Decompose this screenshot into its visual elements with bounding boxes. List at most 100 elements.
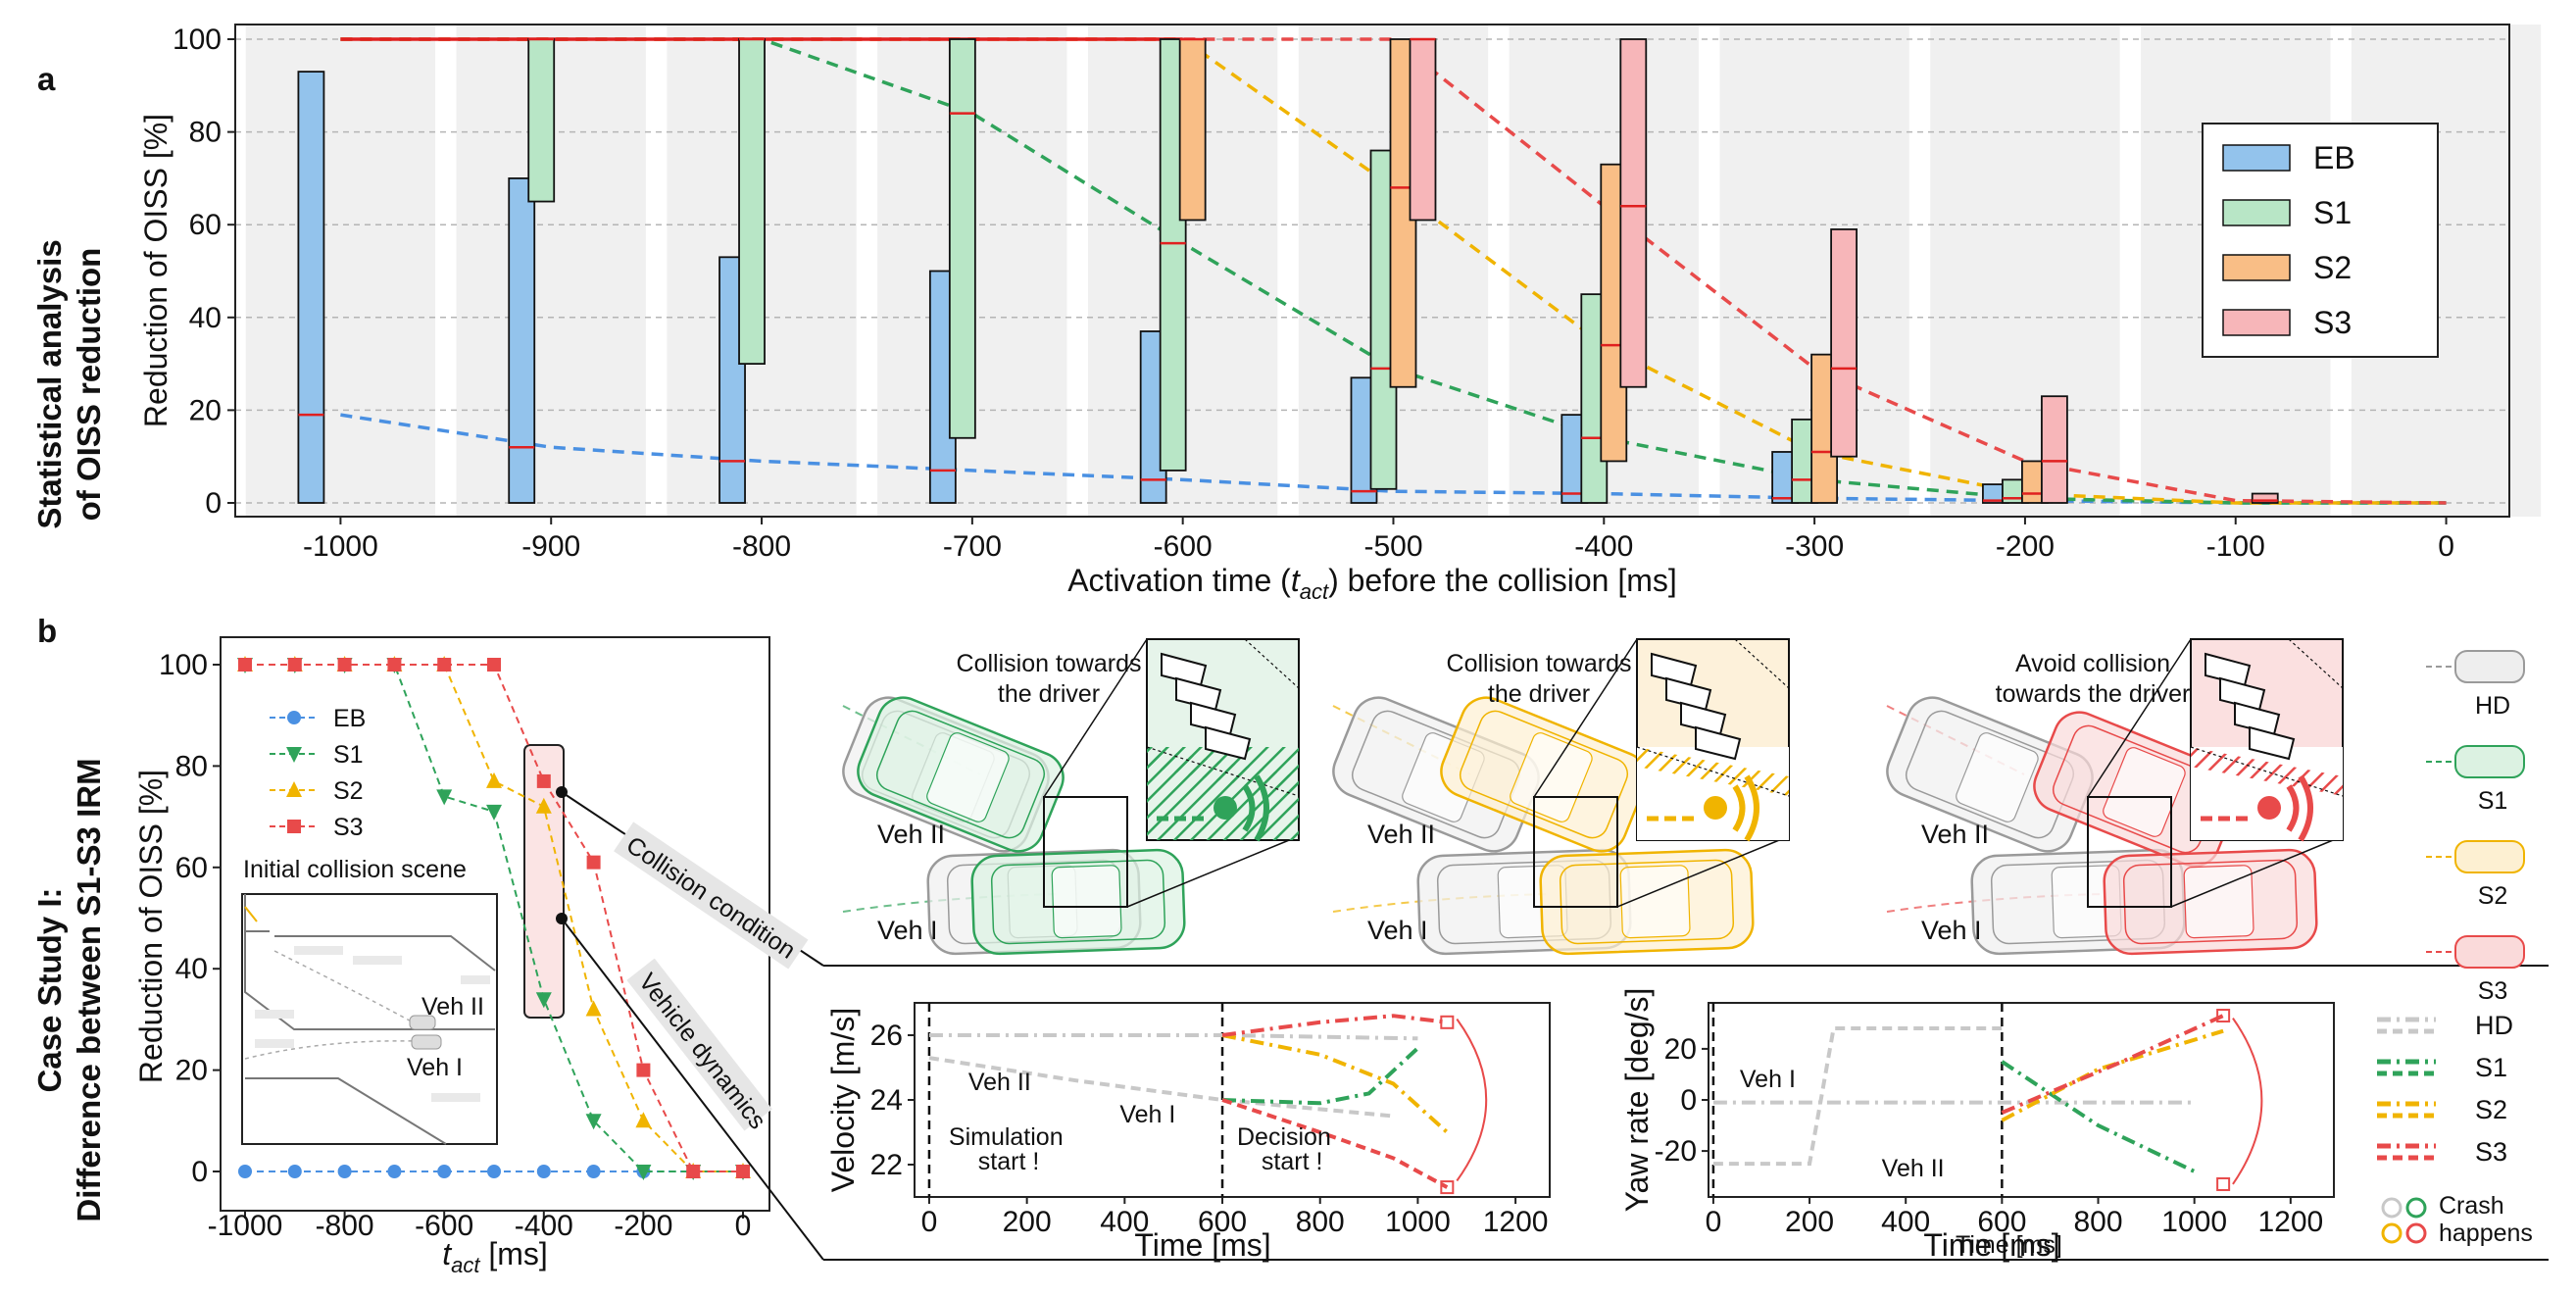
series-veh-i-hd- xyxy=(928,1056,1394,1119)
panel-a-side-label-2: of OISS reduction xyxy=(71,248,107,522)
x-tick-label: -1000 xyxy=(208,1210,283,1242)
annotation-sim: Simulation xyxy=(949,1123,1064,1151)
hd-car-veh2-roof xyxy=(1956,732,2039,822)
crash-arc xyxy=(2232,1018,2263,1185)
y-tick-label: 80 xyxy=(175,750,208,782)
panel-a-xlabel-post: ) before the collision [ms] xyxy=(1328,563,1677,598)
x-tick-label: -400 xyxy=(1574,530,1633,563)
marker-eb xyxy=(437,1165,452,1178)
marker-s1 xyxy=(585,1114,602,1130)
y-tick-label: 40 xyxy=(189,302,222,334)
legend-label-eb: EB xyxy=(2313,140,2355,175)
side-legend-label: HD xyxy=(2475,692,2510,720)
detail-edge xyxy=(2288,638,2344,689)
strategy-car-veh1 xyxy=(2103,848,2318,956)
marker-eb xyxy=(536,1165,551,1178)
panel-b-xlabel-sub: act xyxy=(451,1253,480,1277)
legend-swatch-s1 xyxy=(2222,199,2291,226)
marker-s3 xyxy=(586,855,601,870)
panel-a-xlabel-var: t xyxy=(1291,563,1301,598)
dyn-legend-hd: HD xyxy=(2475,1011,2513,1040)
scene-2: Collision towards the driver Veh II Veh I xyxy=(1332,638,1790,956)
strategy-car-veh2 xyxy=(857,696,1065,853)
detail-edge xyxy=(1244,638,1300,689)
x-tick-label: -200 xyxy=(1996,530,2055,563)
end-marker xyxy=(1440,1180,1455,1195)
x-tick-label: 600 xyxy=(1198,1206,1247,1238)
legend-label-s3: S3 xyxy=(333,814,364,841)
inset-collision-scene: Initial collision scene Veh II Veh I xyxy=(241,856,498,1145)
x-tick-label: 1000 xyxy=(2161,1206,2227,1238)
bar-s3 xyxy=(2251,492,2279,504)
marker-s3 xyxy=(487,658,501,672)
marker-s1 xyxy=(436,789,453,806)
y-tick-label: 20 xyxy=(189,394,222,426)
x-tick-label: 400 xyxy=(1881,1206,1930,1238)
driver-head xyxy=(1214,796,1237,820)
panel-b-xlabel: tact [ms] xyxy=(442,1236,548,1277)
annotation-veh2: Veh II xyxy=(968,1069,1031,1096)
legend-marker-s3 xyxy=(287,820,301,833)
end-marker xyxy=(1440,1015,1455,1029)
series-s3 xyxy=(2001,1014,2224,1115)
panel-b: b Case Study I: Difference between S1-S3… xyxy=(31,613,2549,1277)
end-marker xyxy=(2216,1009,2231,1023)
y-axis-label-wrap: Velocity [m/s] xyxy=(825,1008,861,1193)
veh2-label: Veh II xyxy=(877,820,945,849)
annotation-veh1: Veh I xyxy=(1119,1101,1175,1128)
panel-b-xlabel-post: [ms] xyxy=(479,1236,547,1271)
series-s3 xyxy=(1221,1014,1448,1037)
dyn-legend-s3: S3 xyxy=(2475,1137,2507,1167)
series-s2 xyxy=(2001,1028,2224,1122)
panel-a-xlabel-sub: act xyxy=(1300,579,1329,604)
scene-3: Avoid collision towards the driver Veh II V… xyxy=(1886,638,2344,956)
x-tick-label: -300 xyxy=(1785,530,1844,563)
marker-eb xyxy=(238,1165,252,1178)
side-legend-label: S3 xyxy=(2478,977,2508,1005)
annotation-veh1: Veh I xyxy=(1740,1066,1796,1093)
x-tick-label: 1200 xyxy=(1483,1206,1549,1238)
x-axis-label: Time [ms] xyxy=(1134,1227,1270,1263)
marker-s2 xyxy=(535,797,552,814)
panel-a-side-label-1: Statistical analysis xyxy=(31,239,68,528)
marker-eb xyxy=(487,1165,501,1178)
panel-b-series: EB S1 S2 S3 xyxy=(237,656,751,1180)
side-legend-car xyxy=(2454,840,2525,873)
panel-a-xlabel: Activation time (tact) before the collis… xyxy=(1067,563,1677,604)
marker-s3 xyxy=(686,1165,701,1178)
legend-label-s2: S2 xyxy=(2313,250,2352,285)
side-legend-car xyxy=(2454,650,2525,683)
marker-s3 xyxy=(636,1063,651,1077)
zoom-connector xyxy=(2170,837,2339,908)
annotation-decision-start: start ! xyxy=(1262,1148,1323,1175)
scene-caption-line2: towards the driver xyxy=(1996,680,2191,708)
scene-caption-line2: the driver xyxy=(998,680,1100,708)
annotation-sim-start: start ! xyxy=(978,1148,1040,1175)
x-tick-label: 0 xyxy=(735,1210,752,1242)
marker-s3 xyxy=(337,658,352,672)
x-tick-label: 0 xyxy=(1706,1206,1722,1238)
bar-s3 xyxy=(1830,228,1858,458)
legend-swatch-s2 xyxy=(2222,254,2291,281)
marker-s1 xyxy=(535,992,552,1009)
dyn-legend-s2: S2 xyxy=(2475,1095,2507,1124)
seat-arc xyxy=(2298,774,2313,842)
force-arrow xyxy=(1205,725,1252,761)
end-marker xyxy=(2216,1176,2231,1191)
y-tick-label: 22 xyxy=(870,1149,903,1181)
marker-eb xyxy=(337,1165,352,1178)
cut-time-label: Time [ms] xyxy=(1956,1231,2062,1259)
marker-eb xyxy=(387,1165,402,1178)
x-tick-label: 600 xyxy=(1977,1206,2026,1238)
x-tick-label: -600 xyxy=(1154,530,1213,563)
legend-label-s1: S1 xyxy=(2313,195,2352,230)
side-legend-label: S1 xyxy=(2478,787,2508,815)
marker-eb xyxy=(287,1165,302,1178)
y-tick-label: 26 xyxy=(870,1020,903,1052)
bg-stripe xyxy=(1930,25,2120,517)
y-tick-label: 100 xyxy=(159,649,208,681)
annotation-decision: Decision xyxy=(1237,1123,1331,1151)
dynamics-legend: HD S1 S2 S3 Crash happens Time [ms] xyxy=(1956,1011,2533,1259)
